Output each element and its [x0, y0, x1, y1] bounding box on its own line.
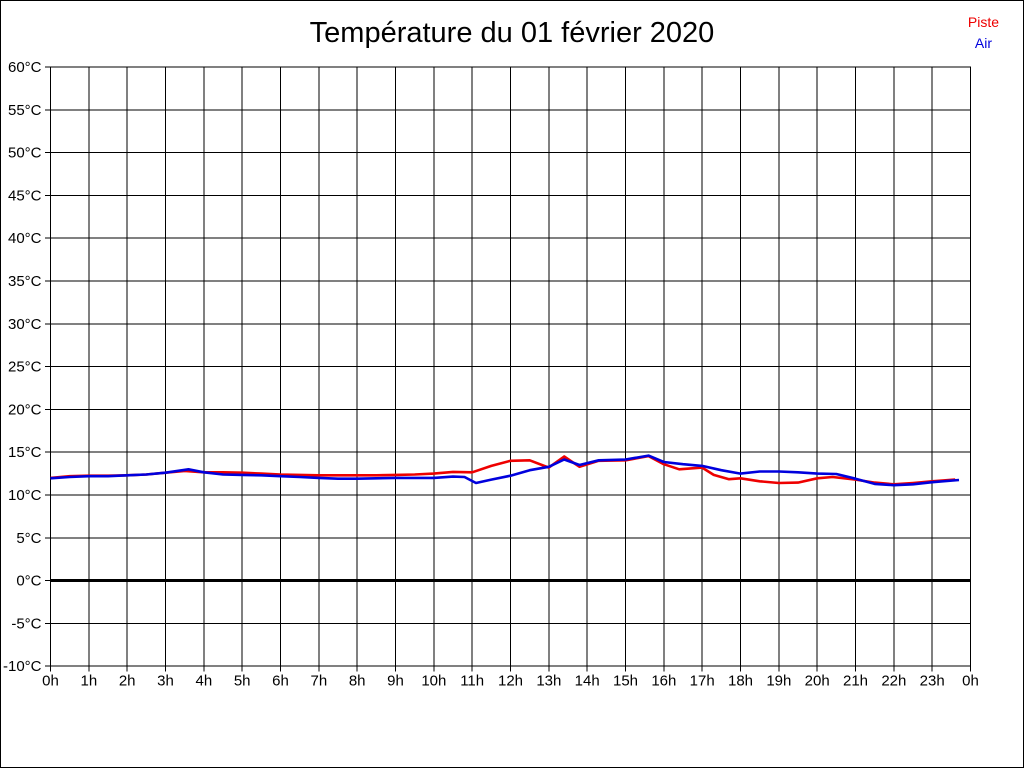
- x-axis-tick-label: 0h: [962, 673, 979, 690]
- y-axis-tick-label: 60°C: [8, 59, 42, 76]
- y-axis-tick-label: 20°C: [8, 401, 42, 418]
- x-axis-tick-label: 20h: [805, 673, 830, 690]
- x-axis-tick-label: 14h: [575, 673, 600, 690]
- x-axis-tick-label: 21h: [843, 673, 868, 690]
- y-axis-tick-label: 10°C: [8, 487, 42, 504]
- x-axis-tick-label: 17h: [690, 673, 715, 690]
- series-lines: [50, 454, 960, 487]
- chart-legend: Piste Air: [968, 12, 999, 54]
- y-axis-tick-label: -5°C: [11, 615, 41, 632]
- plot-frame: [50, 66, 971, 667]
- x-axis-tick-label: 1h: [80, 673, 97, 690]
- y-axis-tick-label: 55°C: [8, 102, 42, 119]
- y-axis-tick-label: 50°C: [8, 145, 42, 162]
- x-axis-tick-label: 15h: [613, 673, 638, 690]
- y-axis-tick-label: 0°C: [16, 573, 41, 590]
- x-axis-tick-label: 9h: [387, 673, 404, 690]
- x-axis-tick-label: 16h: [651, 673, 676, 690]
- y-axis-tick-label: 5°C: [16, 530, 41, 547]
- legend-item-air: Air: [974, 35, 992, 51]
- x-axis-tick-label: 3h: [157, 673, 174, 690]
- y-axis-tick-label: 15°C: [8, 444, 42, 461]
- y-axis-tick-label: 30°C: [8, 316, 42, 333]
- axis-ticks: [45, 66, 971, 672]
- x-axis-tick-label: 8h: [349, 673, 366, 690]
- x-axis-tick-label: 11h: [460, 673, 484, 690]
- y-axis-tick-label: 45°C: [8, 187, 42, 204]
- y-axis-labels: 60°C 55°C 50°C 45°C 40°C 35°C 30°C 25°C 20°C 15°C…: [3, 59, 42, 675]
- y-axis-tick-label: 40°C: [8, 230, 42, 247]
- x-axis-tick-label: 22h: [881, 673, 906, 690]
- x-axis-tick-label: 18h: [728, 673, 753, 690]
- y-axis-tick-label: 35°C: [8, 273, 42, 290]
- y-axis-tick-label: 25°C: [8, 359, 42, 376]
- x-axis-tick-label: 0h: [42, 673, 59, 690]
- chart-title: Température du 01 février 2020: [309, 17, 715, 49]
- x-axis-tick-label: 6h: [272, 673, 289, 690]
- x-axis-tick-label: 7h: [310, 673, 327, 690]
- x-axis-tick-label: 4h: [195, 673, 212, 690]
- x-axis-tick-label: 13h: [536, 673, 561, 690]
- x-axis-tick-label: 12h: [498, 673, 523, 690]
- legend-item-piste: Piste: [967, 14, 999, 30]
- x-axis-tick-label: 23h: [920, 673, 945, 690]
- x-axis-tick-label: 19h: [766, 673, 791, 690]
- x-axis-labels: 0h 1h 2h 3h 4h 5h 6h 7h 8h 9h 10h 11h 12h 13h 14h 15h 16…: [42, 673, 979, 690]
- gridlines: [50, 67, 971, 667]
- plot-border: [50, 66, 971, 667]
- y-axis-tick-label: -10°C: [3, 658, 42, 675]
- x-axis-tick-label: 10h: [421, 673, 446, 690]
- x-axis-tick-label: 5h: [234, 673, 251, 690]
- series-line-air: [50, 454, 960, 487]
- x-axis-tick-label: 2h: [119, 673, 136, 690]
